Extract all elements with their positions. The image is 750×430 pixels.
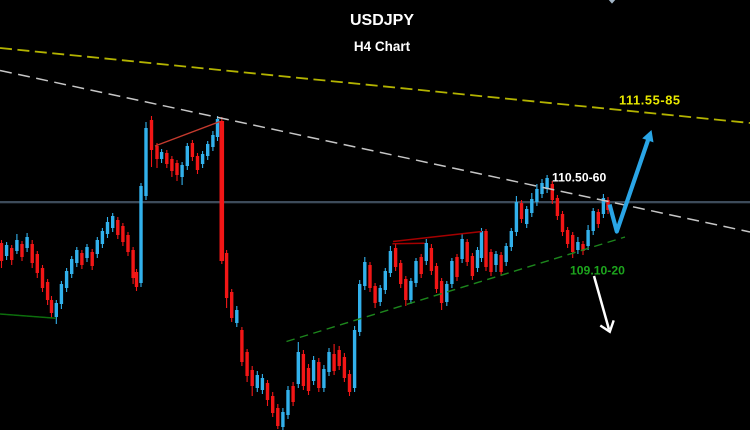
svg-text:USDJPY: USDJPY bbox=[350, 12, 414, 29]
svg-text:110.50-60: 110.50-60 bbox=[552, 170, 606, 184]
svg-text:111.55-85: 111.55-85 bbox=[619, 92, 681, 107]
svg-text:H4 Chart: H4 Chart bbox=[354, 39, 411, 54]
svg-text:109.10-20: 109.10-20 bbox=[570, 263, 625, 277]
